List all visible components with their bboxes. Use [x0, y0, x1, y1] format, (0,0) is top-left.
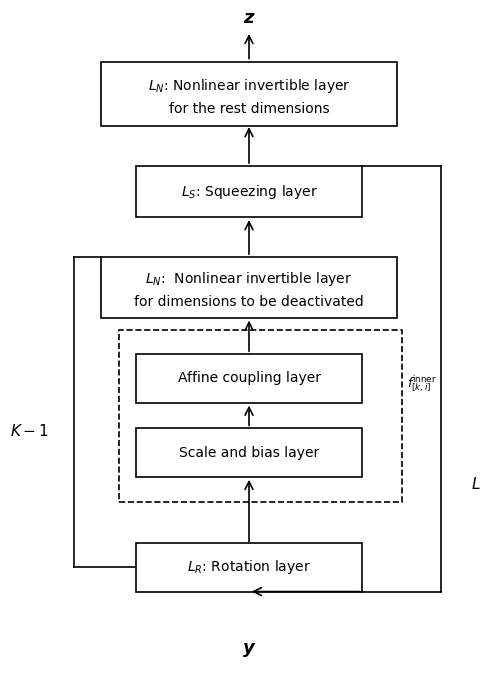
- Bar: [119, 330, 402, 502]
- Text: $L_R$: Rotation layer: $L_R$: Rotation layer: [187, 558, 311, 576]
- Text: for the rest dimensions: for the rest dimensions: [169, 102, 329, 116]
- Text: $L_S$: Squeezing layer: $L_S$: Squeezing layer: [181, 183, 317, 201]
- Bar: [136, 428, 362, 477]
- Bar: [101, 257, 397, 318]
- Text: $L_N$:  Nonlinear invertible layer: $L_N$: Nonlinear invertible layer: [145, 270, 353, 288]
- Bar: [101, 62, 397, 126]
- Text: for dimensions to be deactivated: for dimensions to be deactivated: [134, 295, 364, 309]
- Text: $\boldsymbol{z}$: $\boldsymbol{z}$: [243, 9, 255, 27]
- Text: $L$: $L$: [471, 475, 480, 492]
- Bar: [136, 167, 362, 217]
- Text: $f^{\mathrm{inner}}_{[k,i]}$: $f^{\mathrm{inner}}_{[k,i]}$: [406, 373, 436, 394]
- Text: $\boldsymbol{y}$: $\boldsymbol{y}$: [242, 641, 256, 659]
- Text: Affine coupling layer: Affine coupling layer: [177, 371, 321, 386]
- Text: $L_N$: Nonlinear invertible layer: $L_N$: Nonlinear invertible layer: [148, 77, 350, 95]
- Text: $K-1$: $K-1$: [10, 423, 49, 439]
- Text: Scale and bias layer: Scale and bias layer: [179, 445, 319, 460]
- Bar: [136, 543, 362, 592]
- Bar: [136, 354, 362, 403]
